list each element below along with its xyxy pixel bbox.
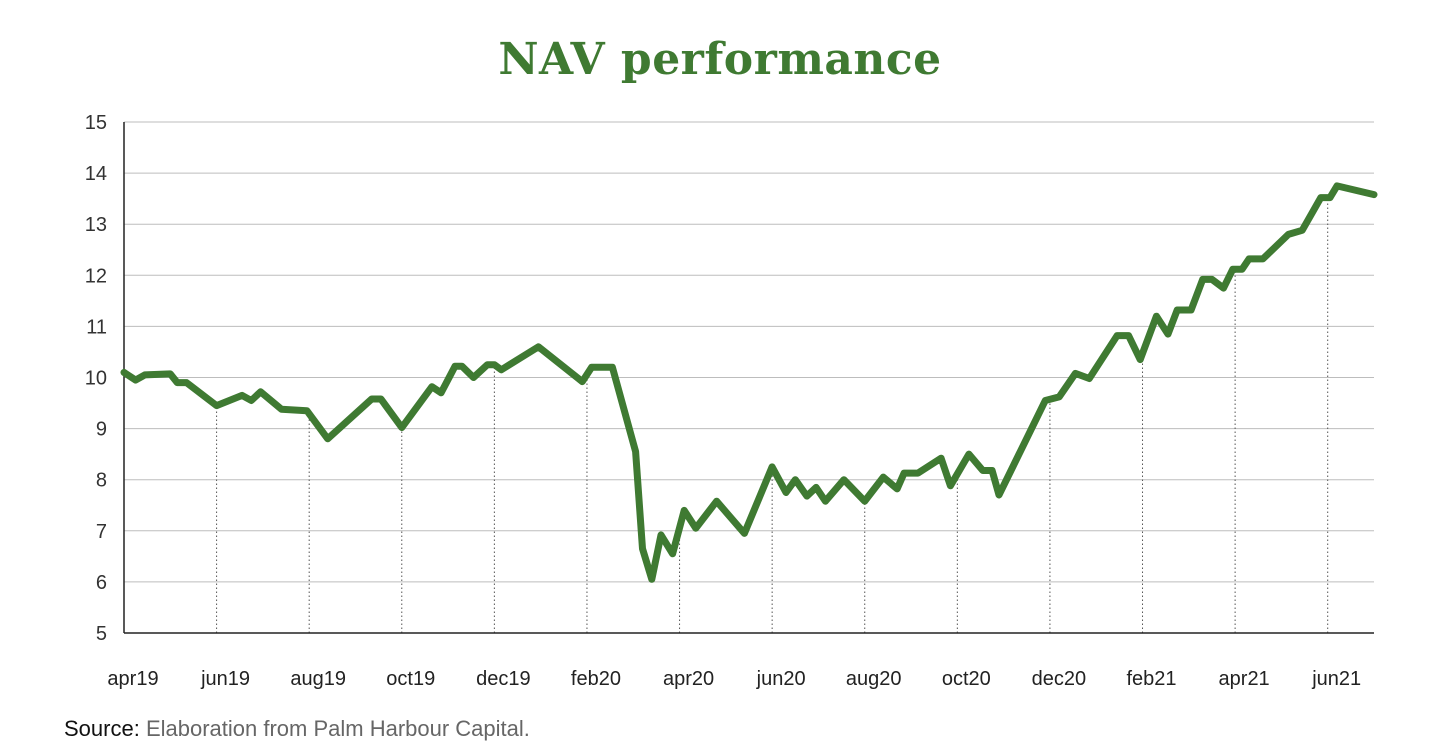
x-tick-label-jun19: jun19 bbox=[200, 668, 250, 690]
y-tick-label: 14 bbox=[85, 163, 107, 185]
y-tick-label: 12 bbox=[85, 265, 107, 287]
x-tick-label-apr19: apr19 bbox=[107, 668, 158, 690]
x-tick-label-apr21: apr21 bbox=[1219, 668, 1270, 690]
x-tick-label-oct19: oct19 bbox=[386, 668, 435, 690]
source-note: Source: Elaboration from Palm Harbour Ca… bbox=[64, 716, 530, 742]
y-tick-label: 6 bbox=[96, 572, 107, 594]
nav-line-chart: 5 6 7 8 9 10 11 12 13 14 15 apr19 jun19 aug19 oct19 de… bbox=[85, 112, 1378, 690]
y-tick-label: 11 bbox=[86, 316, 107, 338]
y-axis-tick-labels: 5 6 7 8 9 10 11 12 13 14 15 bbox=[85, 112, 107, 645]
x-tick-label-oct20: oct20 bbox=[942, 668, 991, 690]
y-tick-label: 7 bbox=[96, 521, 107, 543]
y-tick-label: 8 bbox=[96, 470, 107, 492]
x-tick-label-feb21: feb21 bbox=[1126, 668, 1176, 690]
chart-title: NAV performance bbox=[498, 34, 942, 85]
vertical-drop-lines bbox=[216, 197, 1329, 633]
y-tick-label: 10 bbox=[85, 368, 107, 390]
nav-series-line bbox=[120, 182, 1378, 583]
source-text: Elaboration from Palm Harbour Capital. bbox=[139, 716, 530, 741]
source-label: Source: bbox=[64, 716, 140, 741]
axes bbox=[123, 122, 1374, 634]
x-tick-label-aug20: aug20 bbox=[846, 668, 902, 690]
y-tick-label: 9 bbox=[96, 419, 107, 441]
x-tick-label-feb20: feb20 bbox=[571, 668, 621, 690]
x-tick-label-jun20: jun20 bbox=[756, 668, 806, 690]
x-tick-label-aug19: aug19 bbox=[290, 668, 346, 690]
x-tick-label-jun21: jun21 bbox=[1311, 668, 1361, 690]
y-tick-label: 15 bbox=[85, 112, 107, 134]
x-tick-label-apr20: apr20 bbox=[663, 668, 714, 690]
y-tick-label: 5 bbox=[96, 623, 107, 645]
series-layer bbox=[120, 182, 1378, 583]
horizontal-gridlines bbox=[124, 121, 1374, 583]
x-axis-tick-labels: apr19 jun19 aug19 oct19 dec19 feb20 apr20 jun20… bbox=[107, 668, 1361, 690]
x-tick-label-dec20: dec20 bbox=[1032, 668, 1087, 690]
y-tick-label: 13 bbox=[85, 214, 107, 236]
x-tick-label-dec19: dec19 bbox=[476, 668, 531, 690]
